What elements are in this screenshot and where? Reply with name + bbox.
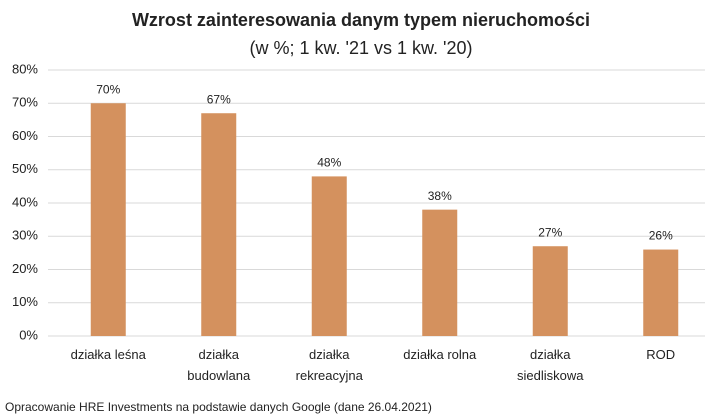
bar — [311, 176, 347, 336]
x-tick-label: działka leśna — [71, 347, 147, 362]
value-label: 48% — [317, 156, 341, 170]
chart-subtitle: (w %; 1 kw. '21 vs 1 kw. '20) — [250, 38, 473, 58]
y-tick-label: 50% — [12, 161, 38, 176]
y-tick-label: 60% — [12, 128, 38, 143]
y-tick-label: 40% — [12, 194, 38, 209]
x-tick-label: działka rolna — [403, 347, 477, 362]
value-label: 27% — [538, 225, 562, 239]
value-label: 26% — [649, 229, 673, 243]
chart-title: Wzrost zainteresowania danym typem nieru… — [132, 10, 590, 30]
x-tick-label: ROD — [646, 347, 675, 362]
value-label: 38% — [428, 189, 452, 203]
bar — [201, 113, 237, 336]
source-note: Opracowanie HRE Investments na podstawie… — [5, 400, 432, 414]
y-tick-label: 20% — [12, 261, 38, 276]
bar — [532, 246, 568, 336]
y-tick-label: 30% — [12, 228, 38, 243]
y-tick-label: 10% — [12, 294, 38, 309]
x-tick-label: działka siedliskowa — [517, 347, 584, 383]
y-tick-label: 80% — [12, 61, 38, 76]
value-label: 70% — [96, 82, 120, 96]
value-label: 67% — [207, 92, 231, 106]
x-tick-label: działka rekreacyjna — [296, 347, 364, 383]
bar — [90, 103, 126, 336]
y-tick-label: 0% — [19, 327, 38, 342]
bar — [643, 249, 679, 336]
bar — [422, 209, 458, 336]
y-tick-label: 70% — [12, 95, 38, 110]
x-tick-label: działka budowlana — [187, 347, 251, 383]
